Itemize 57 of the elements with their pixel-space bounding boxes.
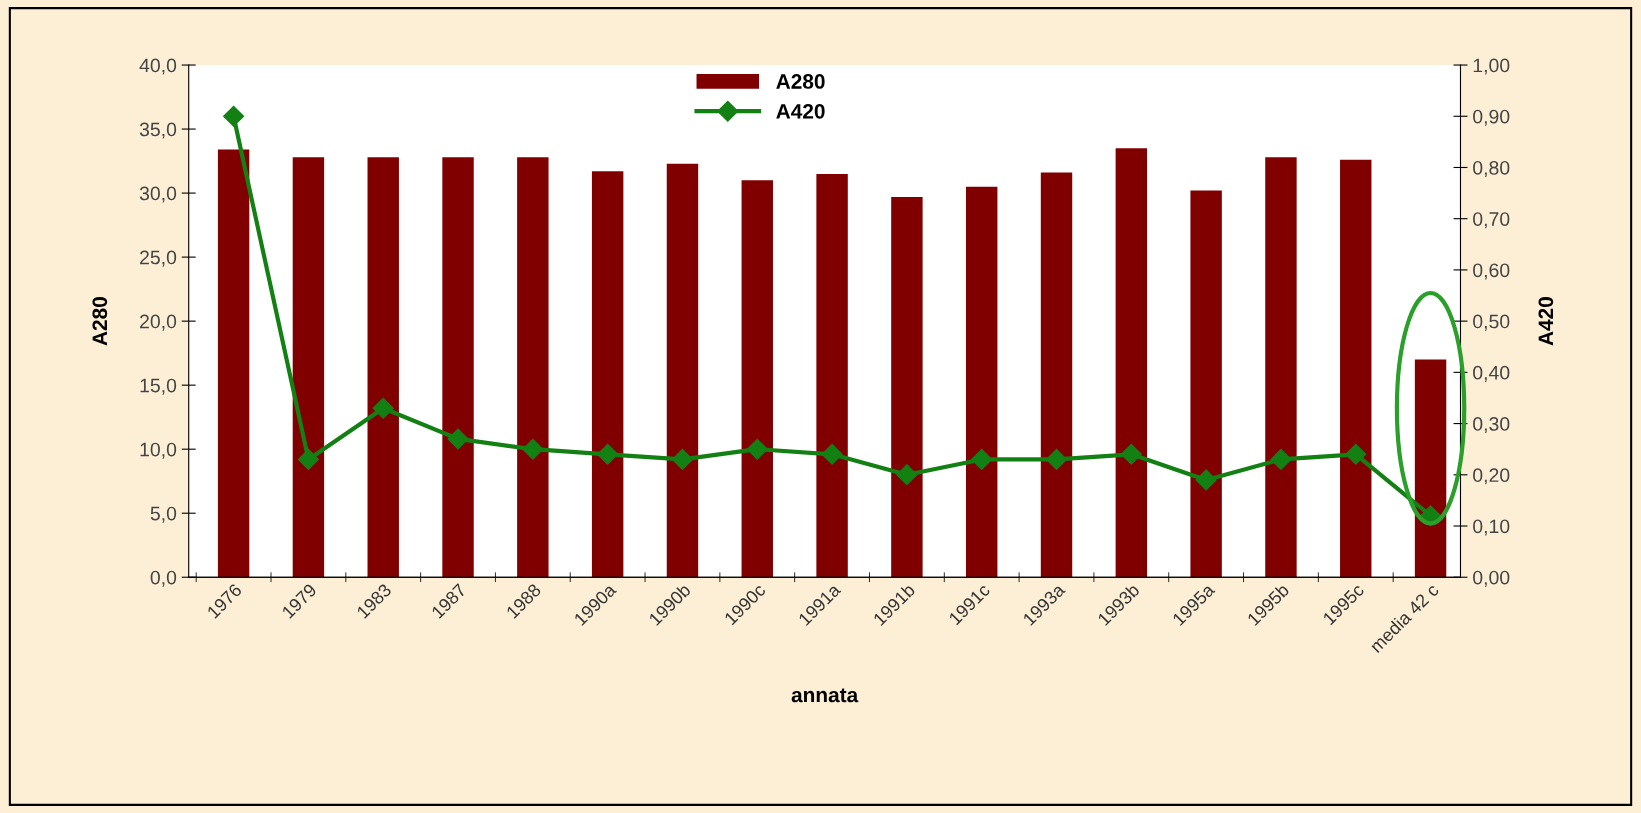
y2-tick-label: 0,20 (1473, 468, 1510, 485)
bar (1340, 159, 1372, 578)
legend-label: A420 (776, 103, 825, 119)
y-tick-label: 5,0 (150, 506, 177, 523)
bar (517, 157, 549, 578)
point (372, 397, 394, 419)
x-axis-title: annata (791, 688, 859, 703)
y-tick-label: 0,0 (150, 570, 177, 587)
y2-tick-label: 0,40 (1473, 365, 1510, 382)
y-tick-label: 30,0 (139, 186, 177, 203)
y-tick-label: 20,0 (140, 314, 177, 331)
point (821, 443, 843, 465)
bar (217, 149, 250, 578)
point (746, 438, 768, 460)
point (1345, 443, 1367, 465)
bar (891, 196, 923, 578)
legend-label: A280 (776, 74, 825, 89)
y-tick-label: 25,0 (140, 250, 177, 267)
bar (1040, 172, 1073, 578)
y2-tick-label: 1,00 (1473, 58, 1510, 75)
y2-tick-label: 0,50 (1473, 314, 1510, 331)
bar (1190, 190, 1222, 578)
y2-tick-label: 0,60 (1473, 263, 1510, 280)
point (597, 443, 619, 465)
bar (292, 157, 325, 578)
bar (1115, 148, 1148, 578)
y2-tick-label: 0,80 (1473, 160, 1510, 178)
point (1195, 469, 1217, 491)
point (522, 438, 544, 460)
point (971, 448, 993, 470)
point (1120, 443, 1142, 465)
bar (816, 173, 848, 578)
point (671, 448, 693, 470)
bar (1265, 157, 1297, 578)
y2-axis-title: A420 (1538, 297, 1554, 346)
y-tick-label: 15,0 (140, 378, 177, 395)
y2-tick-label: 0,10 (1473, 519, 1510, 536)
point (1270, 448, 1292, 470)
bar (965, 186, 998, 578)
point (223, 105, 245, 127)
y2-tick-label: 0,00 (1473, 570, 1510, 587)
y-tick-label: 35,0 (139, 122, 177, 139)
y2-tick-label: 0,90 (1473, 109, 1510, 126)
bar (591, 171, 624, 578)
point (1045, 448, 1068, 470)
bar (666, 163, 699, 578)
y-tick-label: 10,0 (140, 442, 177, 459)
y-tick-label: 40,0 (139, 58, 177, 75)
point (447, 428, 469, 450)
bar (367, 157, 399, 578)
bar (442, 157, 474, 578)
point (297, 448, 319, 470)
y2-tick-label: 0,70 (1473, 212, 1510, 229)
bar (741, 180, 773, 578)
y2-tick-label: 0,30 (1473, 417, 1510, 434)
point (896, 464, 918, 486)
y-axis-title: A280 (92, 297, 108, 346)
